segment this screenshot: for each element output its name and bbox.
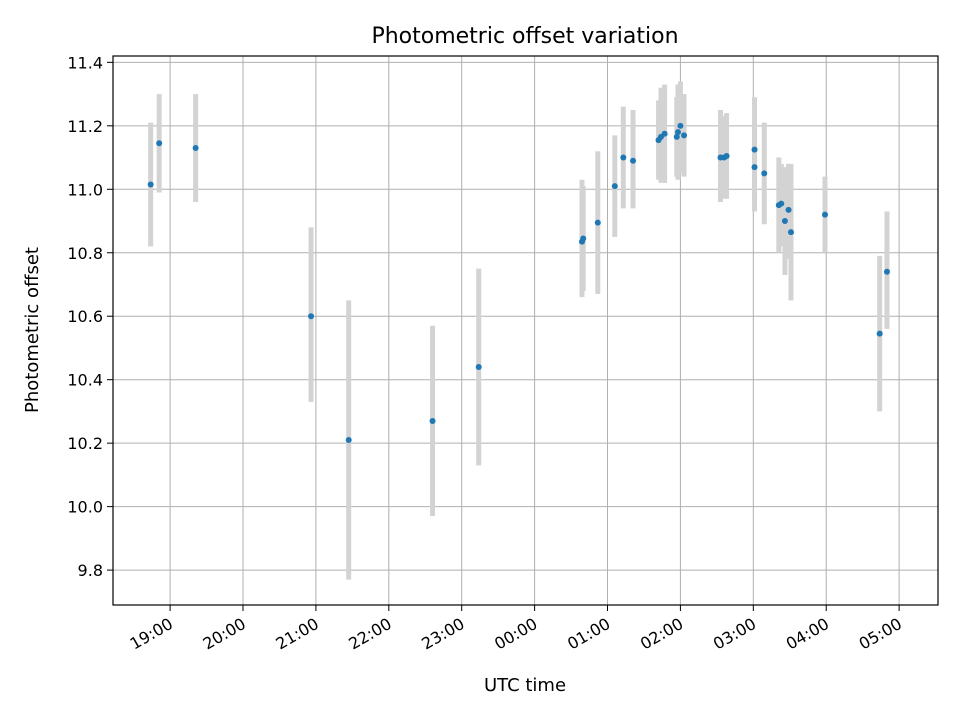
data-point (345, 436, 352, 443)
y-tick-label: 9.8 (78, 561, 103, 580)
data-point (822, 211, 829, 218)
data-point (192, 145, 199, 152)
y-axis-label: Photometric offset (22, 247, 43, 413)
data-point (761, 170, 768, 177)
data-point (876, 330, 883, 337)
data-point (785, 206, 792, 213)
plot-frame (112, 55, 939, 606)
data-point (580, 235, 587, 242)
data-point (781, 218, 788, 225)
data-point (674, 129, 681, 136)
y-tick-label: 11.2 (67, 117, 103, 136)
data-point (308, 313, 315, 320)
y-tick-label: 11.0 (67, 180, 103, 199)
data-point (751, 146, 758, 153)
data-point (594, 219, 601, 226)
data-point (147, 181, 154, 188)
y-tick-label: 10.0 (67, 498, 103, 517)
data-point (156, 140, 163, 147)
y-tick-label: 10.2 (67, 434, 103, 453)
data-point (883, 268, 890, 275)
data-point (787, 229, 794, 236)
data-point (429, 417, 436, 424)
y-tick-label: 11.4 (67, 53, 103, 72)
data-point (723, 152, 730, 159)
data-point (681, 132, 688, 139)
y-tick-label: 10.8 (67, 244, 103, 263)
data-point (778, 200, 785, 207)
data-point (673, 133, 680, 140)
y-tick-label: 10.6 (67, 307, 103, 326)
data-point (611, 183, 618, 190)
x-axis-label: UTC time (484, 675, 566, 696)
data-point (661, 130, 668, 137)
data-point (620, 154, 627, 161)
data-point (630, 157, 637, 164)
data-point (677, 122, 684, 129)
data-point (751, 164, 758, 171)
chart-title: Photometric offset variation (371, 24, 678, 49)
y-tick-label: 10.4 (67, 371, 103, 390)
data-point (475, 363, 482, 370)
data-points (147, 122, 890, 443)
